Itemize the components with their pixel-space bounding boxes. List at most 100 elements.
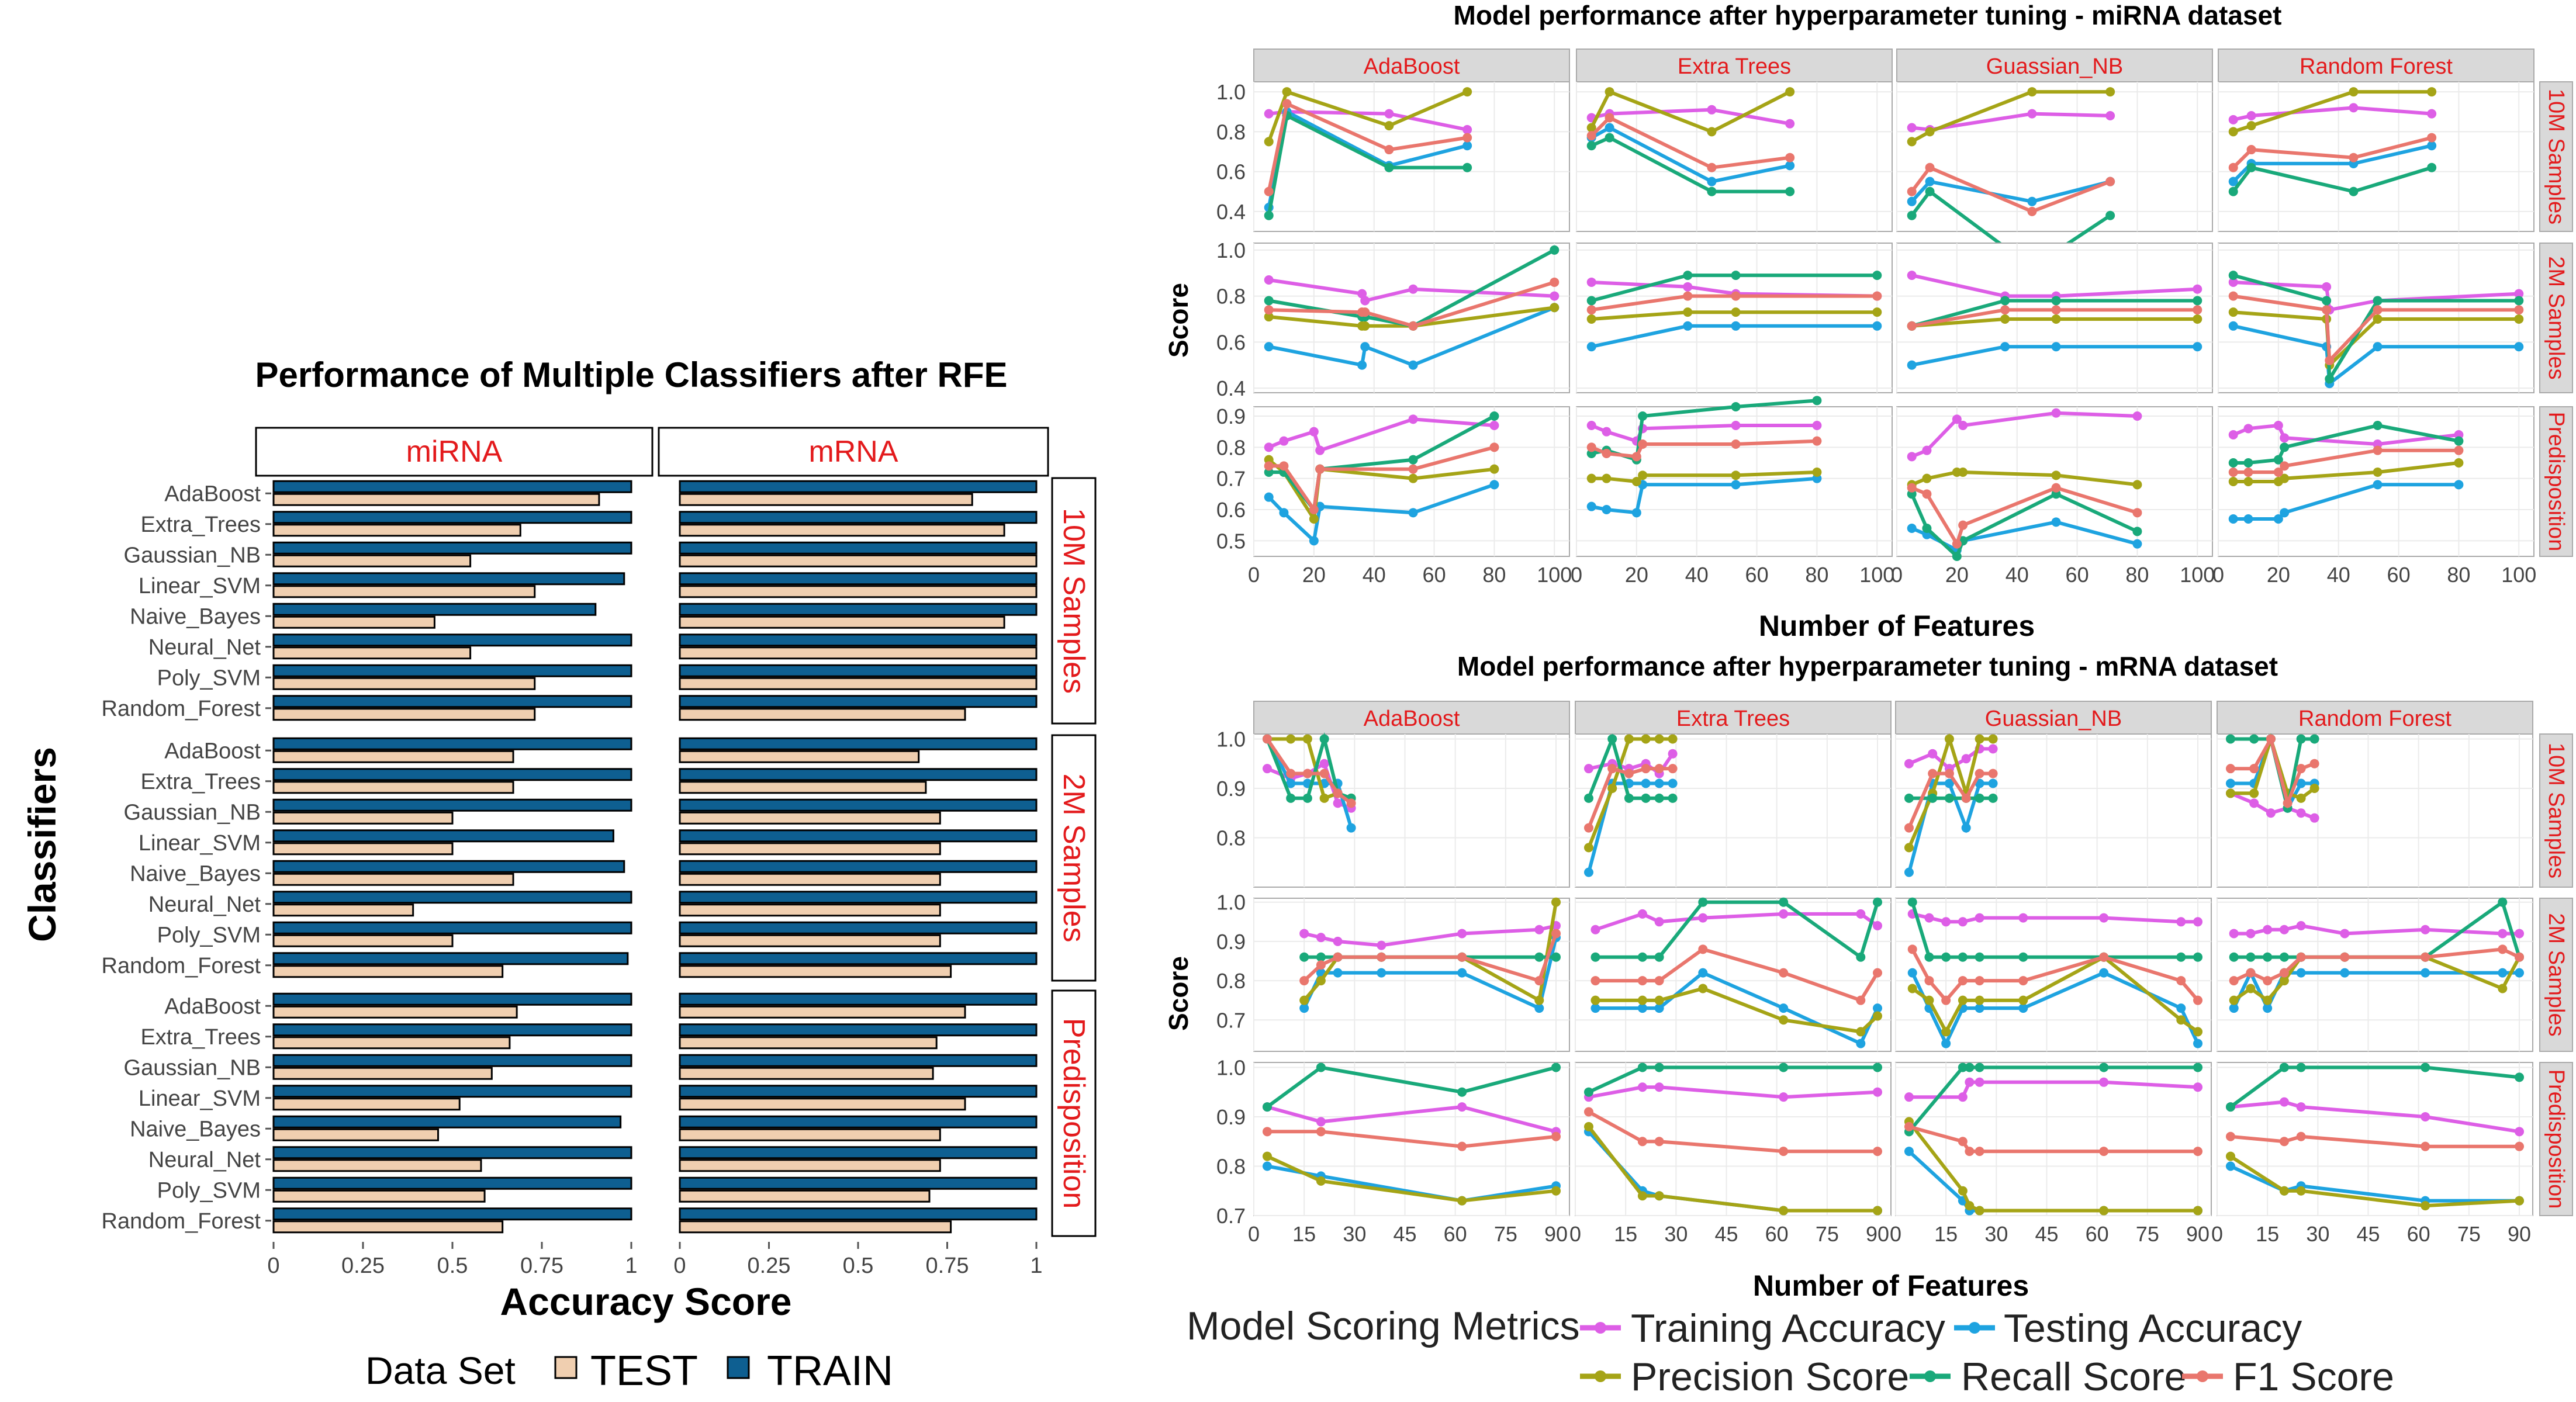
data-point: [1641, 778, 1651, 788]
data-point: [1812, 468, 1822, 477]
data-point: [1683, 291, 1693, 301]
data-point: [2228, 271, 2238, 281]
y-tick-label: Extra_Trees: [140, 1025, 261, 1050]
bar-train: [679, 695, 1038, 708]
data-point: [1309, 505, 1319, 514]
data-point: [2266, 734, 2276, 744]
col-strip-label: Extra Trees: [1676, 707, 1790, 731]
bar-train: [679, 798, 1038, 812]
data-point: [1602, 473, 1612, 483]
data-point: [2105, 210, 2115, 220]
data-point: [1965, 1147, 1975, 1157]
x-tick-label: 0.5: [843, 1254, 874, 1278]
data-point: [1408, 284, 1418, 294]
bar-train: [679, 1023, 1038, 1037]
bar-train: [272, 1146, 632, 1159]
data-point: [1302, 768, 1312, 778]
x-tick-label: 40: [1685, 563, 1709, 587]
panel-background: [1253, 733, 1570, 888]
y-tick-label: 0.5: [1216, 529, 1246, 553]
data-point: [1925, 127, 1935, 137]
legend-label-recall: Recall Score: [1961, 1355, 2187, 1399]
bar-test: [272, 493, 600, 506]
data-point: [1360, 307, 1370, 317]
data-point: [1872, 307, 1882, 317]
legend-label-testing: Testing Accuracy: [2004, 1306, 2302, 1351]
data-point: [2273, 421, 2283, 430]
data-point: [2325, 355, 2335, 365]
x-tick-label: 90: [1866, 1222, 1889, 1246]
data-point: [1873, 1087, 1883, 1097]
data-point: [1654, 1003, 1664, 1013]
data-point: [1408, 360, 1418, 370]
data-point: [1707, 176, 1717, 186]
data-point: [1812, 436, 1822, 446]
data-point: [1264, 137, 1274, 147]
data-point: [1907, 524, 1917, 533]
bar-train: [679, 992, 1038, 1006]
data-point: [2373, 296, 2383, 306]
data-point: [1924, 952, 1934, 962]
data-point: [2515, 968, 2525, 978]
data-point: [1489, 411, 1499, 421]
data-point: [1779, 897, 1789, 907]
row-strip: [1051, 734, 1097, 982]
bar-train: [272, 737, 632, 750]
data-point: [2243, 458, 2253, 468]
data-point: [2176, 952, 2186, 962]
series-line: [1590, 136, 1790, 193]
x-tick-label: 100: [2501, 563, 2536, 587]
panel-background: [1575, 898, 1892, 1052]
col-strip-label: Guassian_NB: [1986, 54, 2123, 79]
x-tick-label: 60: [1444, 1222, 1467, 1246]
data-point: [1654, 1082, 1664, 1092]
data-point: [2193, 995, 2203, 1005]
data-point: [2225, 1151, 2235, 1161]
x-tick-label: 60: [2066, 563, 2089, 587]
data-point: [2000, 296, 2010, 306]
data-point: [1975, 976, 1984, 986]
legend-label-train: TRAIN: [767, 1348, 893, 1394]
data-point: [1262, 734, 1272, 744]
data-point: [1975, 734, 1984, 744]
x-tick-label: 100: [2180, 563, 2215, 587]
data-point: [1590, 925, 1600, 934]
data-point: [2421, 1141, 2430, 1151]
row-strip: [2539, 81, 2573, 232]
data-point: [2225, 734, 2235, 744]
x-tick-label: 80: [2125, 563, 2149, 587]
data-point: [2266, 808, 2276, 818]
x-tick-label: 75: [1816, 1222, 1839, 1246]
data-point: [2296, 764, 2306, 774]
data-point: [1462, 141, 1472, 151]
data-point: [1360, 321, 1370, 331]
data-point: [1907, 452, 1917, 462]
data-point: [1965, 1062, 1975, 1072]
x-tick-label: 0: [673, 1254, 686, 1278]
data-point: [2228, 321, 2238, 331]
data-point: [1668, 749, 1678, 759]
data-point: [1333, 952, 1343, 962]
data-point: [2296, 734, 2306, 744]
data-point: [2279, 976, 2289, 986]
data-point: [1316, 1062, 1326, 1072]
data-point: [2249, 788, 2259, 798]
data-point: [1624, 793, 1634, 803]
y-tick-label: Naive_Bayes: [130, 1117, 261, 1141]
y-tick-label: Random_Forest: [102, 697, 261, 721]
data-point: [2246, 984, 2256, 993]
legend-item-training: Training Accuracy: [1580, 1306, 1945, 1351]
data-point: [2229, 952, 2239, 962]
data-point: [2515, 1127, 2525, 1137]
series-line: [1910, 179, 2111, 203]
data-point: [2225, 1131, 2235, 1141]
series-line: [1911, 299, 2198, 328]
data-point: [1958, 1137, 1968, 1147]
data-point: [1262, 1151, 1272, 1161]
bar-test: [679, 1067, 934, 1080]
series-line: [2232, 165, 2432, 193]
series-line: [1907, 1120, 2198, 1213]
data-point: [2514, 342, 2524, 352]
data-point: [1641, 764, 1651, 774]
data-point: [1904, 1147, 1914, 1157]
